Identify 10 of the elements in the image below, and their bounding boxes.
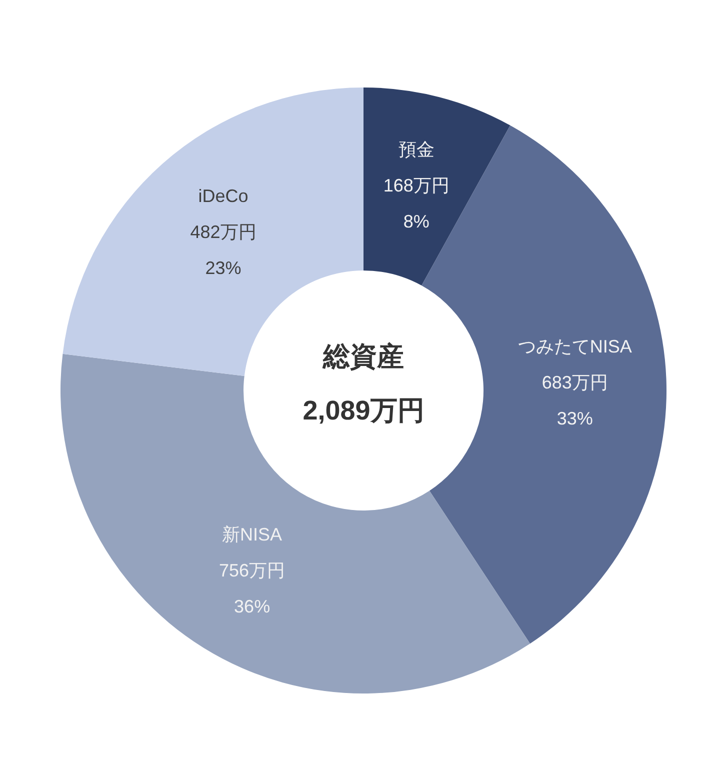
- text: 2,089万円: [302, 396, 424, 426]
- data-label: 482万円 23%: [190, 222, 256, 278]
- slice-label: つみたてNISA: [518, 336, 632, 356]
- slice-label: 新NISA: [222, 524, 282, 544]
- text: 総資産: [322, 342, 404, 372]
- data-label: 168万円 8%: [383, 176, 450, 232]
- data-label: 756万円 36%: [219, 560, 286, 616]
- slice-label: iDeCo: [198, 186, 248, 206]
- slice-label: 預金: [398, 140, 434, 160]
- data-label: 683万円 33%: [542, 372, 608, 428]
